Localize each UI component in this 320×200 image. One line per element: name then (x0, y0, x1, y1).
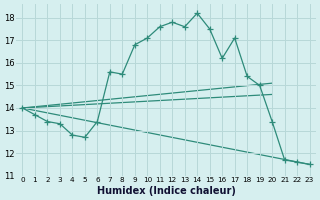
X-axis label: Humidex (Indice chaleur): Humidex (Indice chaleur) (97, 186, 236, 196)
